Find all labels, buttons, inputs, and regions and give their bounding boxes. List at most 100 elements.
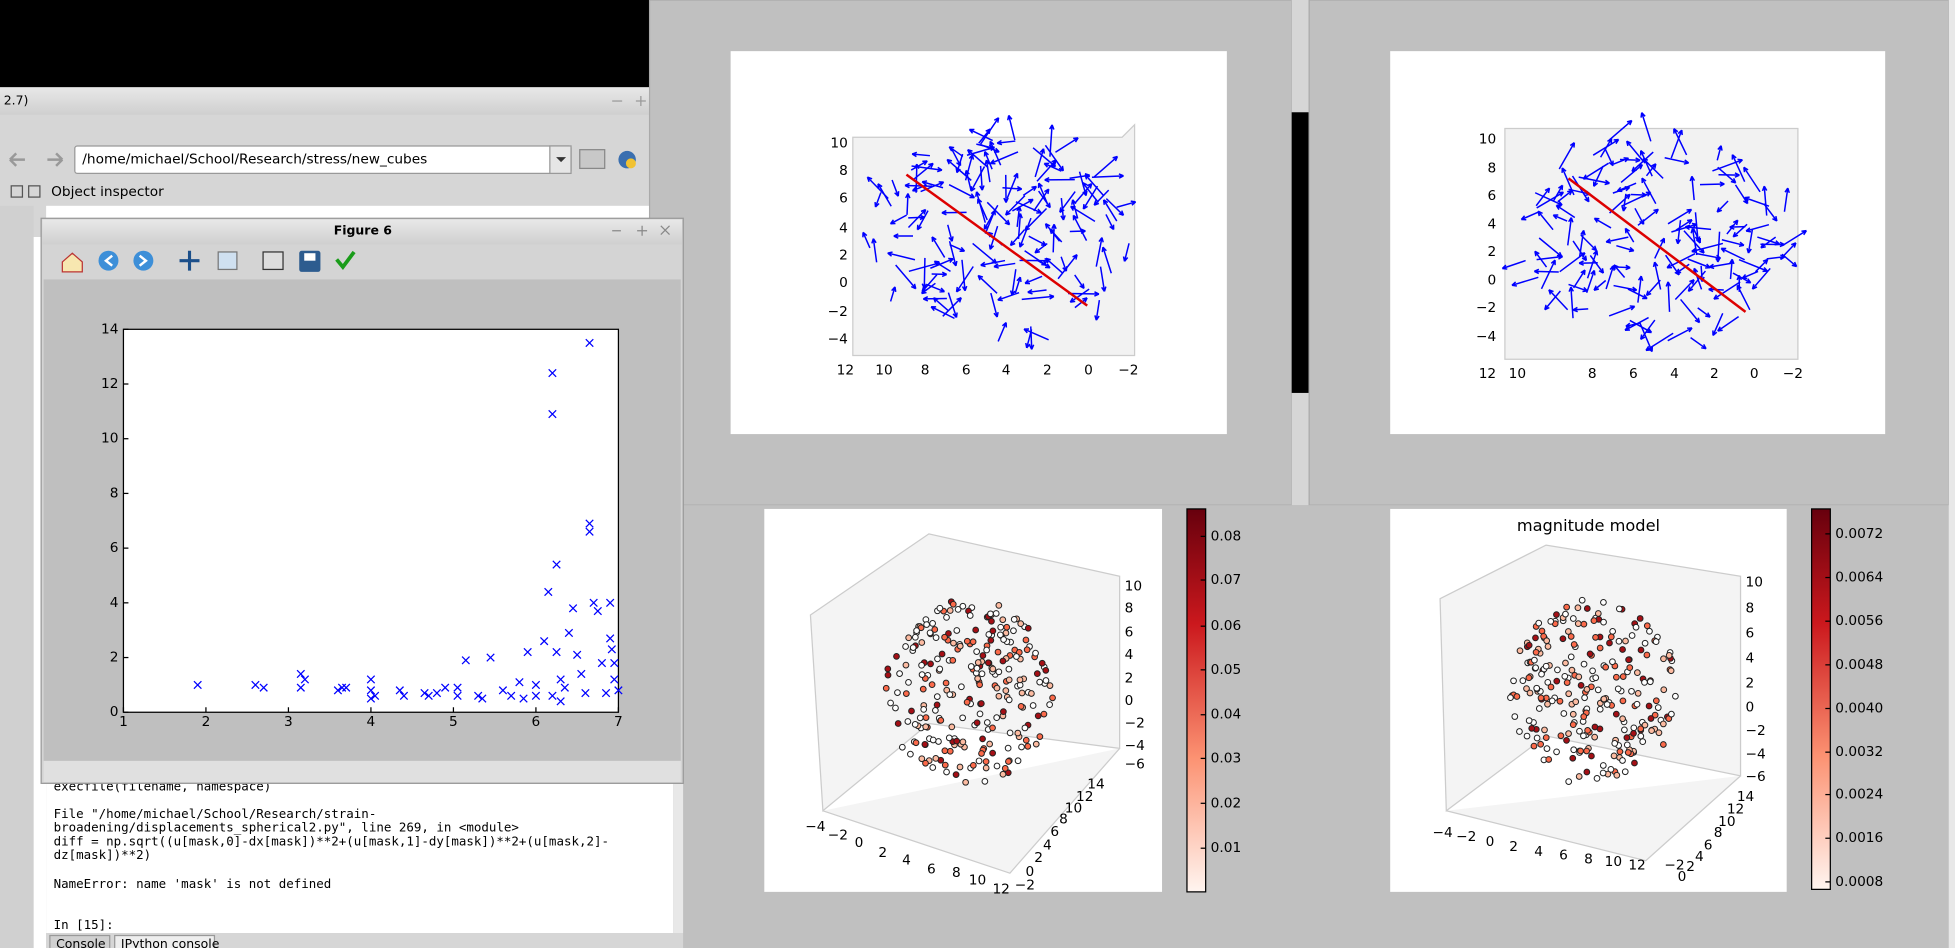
scatter-point <box>432 688 442 698</box>
forward-button[interactable] <box>47 152 64 167</box>
point <box>1632 623 1640 631</box>
arrow <box>1015 201 1042 214</box>
point <box>1036 733 1044 740</box>
point <box>1511 713 1519 720</box>
point <box>974 659 982 666</box>
point <box>1600 695 1608 703</box>
point <box>1591 733 1599 741</box>
arrow <box>1645 163 1657 177</box>
dropdown-arrow <box>556 157 567 163</box>
point <box>1018 743 1025 751</box>
arrow <box>1537 210 1554 231</box>
point <box>1554 666 1561 674</box>
arrow <box>926 283 946 293</box>
point <box>973 664 981 672</box>
arrow <box>891 179 900 197</box>
point <box>1652 697 1660 705</box>
z-tick-label: 0 <box>1125 693 1134 709</box>
point <box>982 758 990 765</box>
point <box>1553 677 1561 685</box>
point <box>956 642 964 650</box>
point <box>1563 603 1571 611</box>
scatter-point <box>607 645 617 654</box>
zoom-button[interactable] <box>217 251 238 271</box>
scatter-point <box>614 686 623 695</box>
arrow <box>1044 144 1065 172</box>
pane-float-icon[interactable] <box>10 185 24 198</box>
point <box>989 627 997 635</box>
arrow <box>920 282 936 295</box>
arrow <box>1057 253 1078 280</box>
x-tick-label: 6 <box>1629 366 1638 382</box>
point <box>1580 620 1588 628</box>
console-tab[interactable] <box>114 934 216 948</box>
point <box>923 621 930 628</box>
point <box>1565 778 1573 785</box>
arrow <box>1572 269 1586 289</box>
point <box>1028 690 1035 697</box>
arrow <box>1745 223 1770 233</box>
point <box>1634 689 1642 697</box>
point <box>1523 685 1530 692</box>
arrow <box>889 286 897 302</box>
console-tab[interactable] <box>49 934 111 948</box>
arrow <box>1674 279 1695 300</box>
point <box>902 690 910 697</box>
point <box>1637 725 1645 733</box>
close-icon[interactable] <box>660 225 670 235</box>
point <box>969 638 977 646</box>
arrow <box>964 169 972 191</box>
arrow <box>1673 128 1688 156</box>
pan-button[interactable] <box>179 250 200 271</box>
point <box>997 623 1005 631</box>
apply-button[interactable] <box>335 250 356 270</box>
arrow <box>1018 217 1032 248</box>
console-line: diff = np.sqrt((u[mask,0]-dx[mask])**2+(… <box>54 833 609 848</box>
colorbar-tick-label: 0.0048 <box>1835 657 1883 673</box>
editor-title: 2.7) <box>4 93 29 108</box>
arrow <box>1612 186 1631 194</box>
maximize-icon[interactable] <box>635 96 646 107</box>
arrow <box>1022 185 1038 196</box>
x-tick-label: −2 <box>828 828 848 844</box>
arrow <box>1720 247 1745 261</box>
scatter-point <box>498 686 508 695</box>
scatter-point <box>399 691 409 701</box>
point <box>1537 694 1545 702</box>
arrow <box>1069 173 1091 179</box>
point <box>954 606 962 613</box>
arrow <box>1045 257 1064 274</box>
point <box>1648 727 1655 735</box>
point <box>928 681 936 689</box>
point <box>1581 694 1588 702</box>
back-button[interactable] <box>9 152 25 167</box>
arrow <box>996 139 1016 146</box>
pane-close-icon[interactable] <box>28 185 41 198</box>
y-tick-label: 2 <box>1034 850 1043 866</box>
python-icon <box>625 158 636 169</box>
back-button[interactable] <box>98 250 119 271</box>
arrow <box>1048 124 1055 157</box>
maximize-icon[interactable] <box>637 225 648 236</box>
arrow <box>1034 148 1046 178</box>
point <box>1655 729 1663 737</box>
point <box>1631 759 1638 767</box>
point <box>956 763 964 771</box>
colorbar-tick-label: 0.0008 <box>1835 874 1883 890</box>
forward-button[interactable] <box>133 250 154 271</box>
arrow <box>1038 190 1051 209</box>
y-tick-label: 8 <box>1059 812 1068 828</box>
y-tick-label: 0 <box>1487 273 1496 289</box>
configure-button[interactable] <box>262 251 284 271</box>
point <box>1615 605 1623 613</box>
arrow <box>1699 181 1725 187</box>
home-button[interactable] <box>61 252 83 273</box>
arrow <box>968 128 994 142</box>
console-tab-label: Console <box>56 936 105 948</box>
arrow <box>1558 142 1576 170</box>
point <box>1584 727 1591 734</box>
folder-button[interactable] <box>579 149 606 170</box>
console-scrollbar[interactable] <box>673 779 684 934</box>
point <box>958 683 965 691</box>
